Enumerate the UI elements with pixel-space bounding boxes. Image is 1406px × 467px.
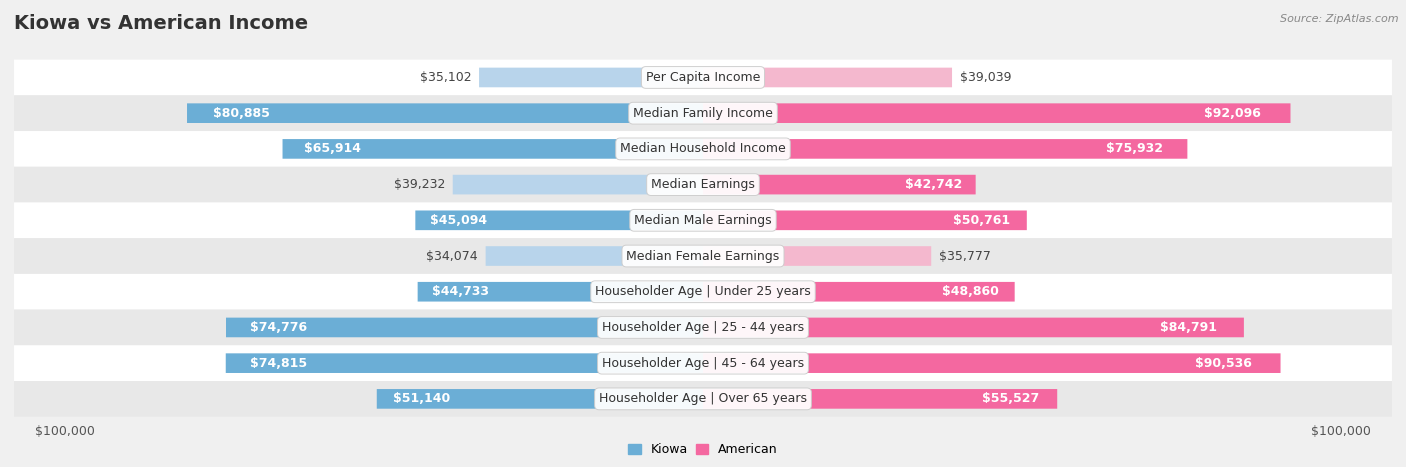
Text: $51,140: $51,140: [394, 392, 450, 405]
Text: $42,742: $42,742: [905, 178, 962, 191]
FancyBboxPatch shape: [703, 68, 952, 87]
FancyBboxPatch shape: [14, 274, 1392, 310]
FancyBboxPatch shape: [453, 175, 703, 194]
Text: Median Earnings: Median Earnings: [651, 178, 755, 191]
Text: $90,536: $90,536: [1195, 357, 1251, 370]
FancyBboxPatch shape: [14, 131, 1392, 167]
FancyBboxPatch shape: [703, 175, 976, 194]
FancyBboxPatch shape: [703, 211, 1026, 230]
FancyBboxPatch shape: [14, 310, 1392, 345]
FancyBboxPatch shape: [418, 282, 703, 302]
Text: $75,932: $75,932: [1107, 142, 1163, 156]
Text: $65,914: $65,914: [304, 142, 360, 156]
FancyBboxPatch shape: [703, 389, 1057, 409]
FancyBboxPatch shape: [283, 139, 703, 159]
FancyBboxPatch shape: [703, 354, 1281, 373]
Text: $50,761: $50,761: [953, 214, 1011, 227]
Text: Median Family Income: Median Family Income: [633, 106, 773, 120]
FancyBboxPatch shape: [14, 60, 1392, 95]
Text: Median Household Income: Median Household Income: [620, 142, 786, 156]
Text: Per Capita Income: Per Capita Income: [645, 71, 761, 84]
FancyBboxPatch shape: [703, 318, 1244, 337]
Text: $55,527: $55,527: [983, 392, 1039, 405]
FancyBboxPatch shape: [377, 389, 703, 409]
Text: Source: ZipAtlas.com: Source: ZipAtlas.com: [1281, 14, 1399, 24]
Text: $92,096: $92,096: [1204, 106, 1261, 120]
Text: $45,094: $45,094: [430, 214, 486, 227]
Legend: Kiowa, American: Kiowa, American: [623, 439, 783, 461]
Text: $39,232: $39,232: [394, 178, 446, 191]
Text: Householder Age | 45 - 64 years: Householder Age | 45 - 64 years: [602, 357, 804, 370]
Text: $35,102: $35,102: [420, 71, 471, 84]
FancyBboxPatch shape: [703, 103, 1291, 123]
Text: $48,860: $48,860: [942, 285, 1000, 298]
Text: $84,791: $84,791: [1160, 321, 1216, 334]
FancyBboxPatch shape: [485, 246, 703, 266]
Text: Kiowa vs American Income: Kiowa vs American Income: [14, 14, 308, 33]
FancyBboxPatch shape: [226, 354, 703, 373]
FancyBboxPatch shape: [187, 103, 703, 123]
Text: $74,815: $74,815: [250, 357, 307, 370]
FancyBboxPatch shape: [14, 167, 1392, 203]
FancyBboxPatch shape: [703, 139, 1188, 159]
Text: $39,039: $39,039: [960, 71, 1011, 84]
FancyBboxPatch shape: [479, 68, 703, 87]
FancyBboxPatch shape: [703, 282, 1015, 302]
Text: Householder Age | 25 - 44 years: Householder Age | 25 - 44 years: [602, 321, 804, 334]
Text: $44,733: $44,733: [432, 285, 489, 298]
Text: $35,777: $35,777: [939, 249, 991, 262]
FancyBboxPatch shape: [14, 345, 1392, 381]
Text: Median Male Earnings: Median Male Earnings: [634, 214, 772, 227]
Text: Householder Age | Under 25 years: Householder Age | Under 25 years: [595, 285, 811, 298]
FancyBboxPatch shape: [415, 211, 703, 230]
Text: Householder Age | Over 65 years: Householder Age | Over 65 years: [599, 392, 807, 405]
FancyBboxPatch shape: [14, 238, 1392, 274]
Text: $74,776: $74,776: [250, 321, 307, 334]
Text: $34,074: $34,074: [426, 249, 478, 262]
FancyBboxPatch shape: [14, 203, 1392, 238]
Text: $80,885: $80,885: [212, 106, 270, 120]
FancyBboxPatch shape: [14, 95, 1392, 131]
FancyBboxPatch shape: [14, 381, 1392, 417]
FancyBboxPatch shape: [226, 318, 703, 337]
Text: Median Female Earnings: Median Female Earnings: [627, 249, 779, 262]
FancyBboxPatch shape: [703, 246, 931, 266]
